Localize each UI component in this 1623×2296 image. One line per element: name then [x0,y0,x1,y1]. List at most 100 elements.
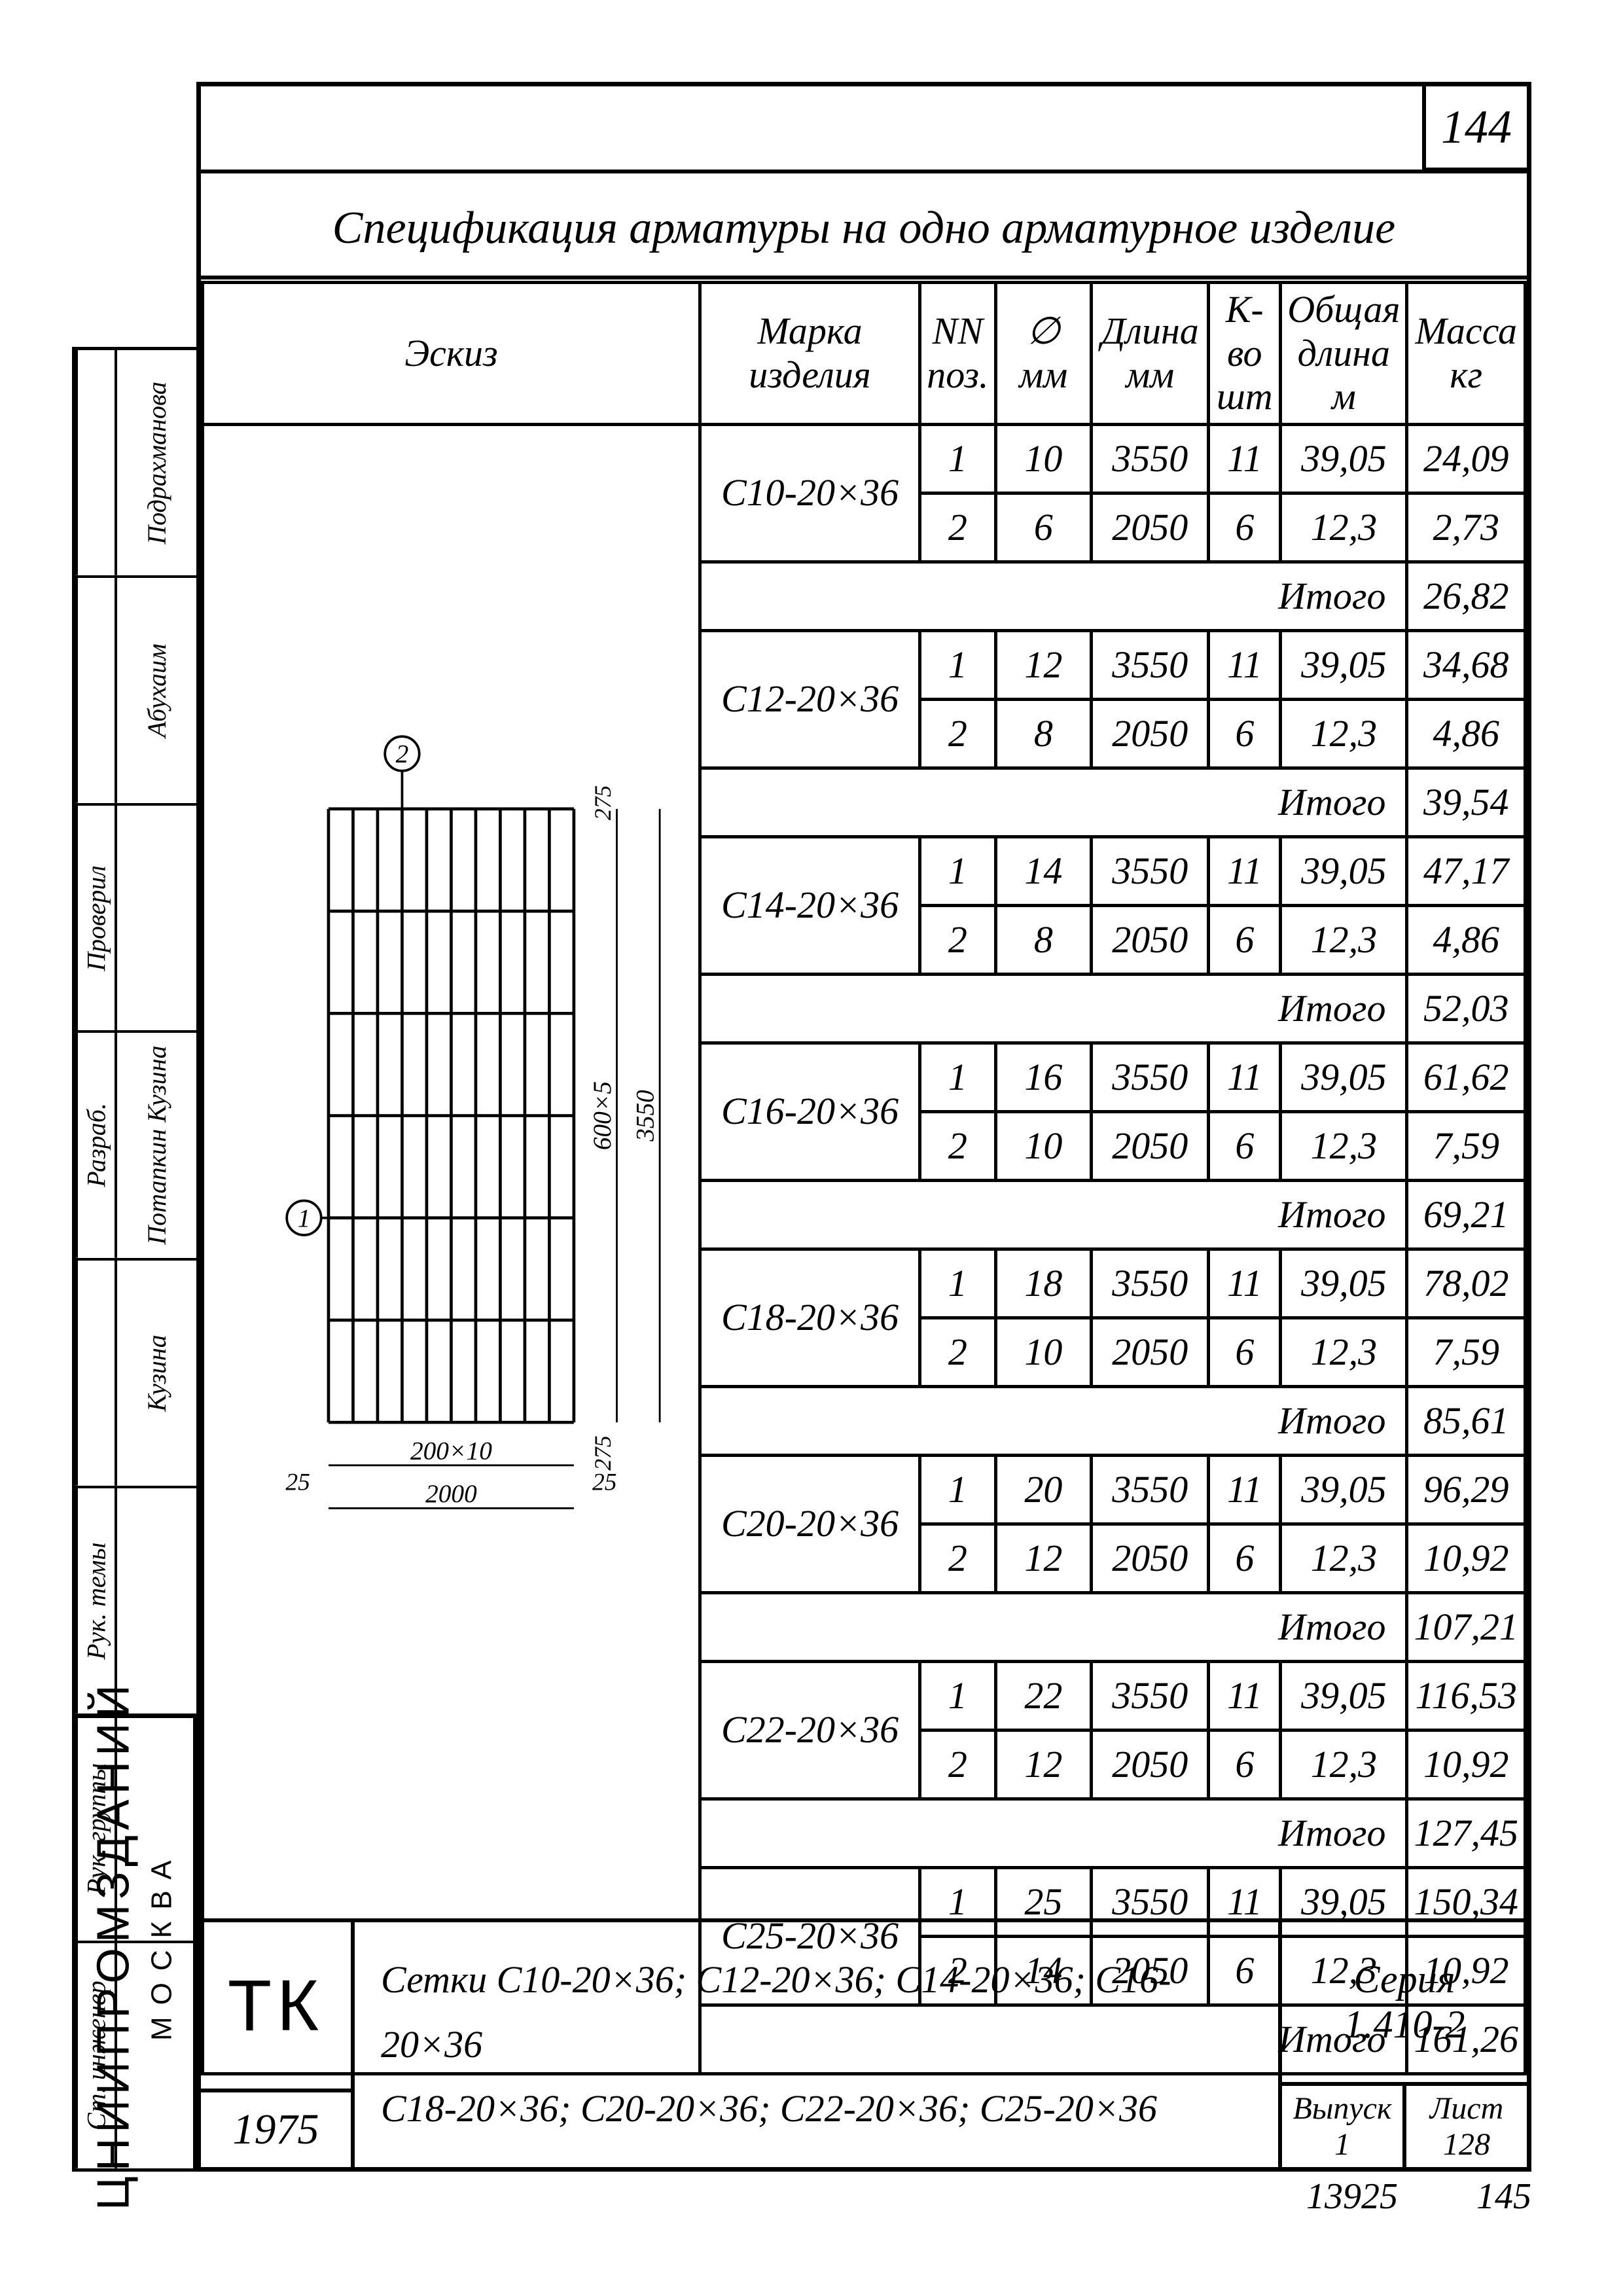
spec-table: Эскиз Марка изделия NN поз. ∅ мм Длина м… [201,281,1527,2075]
tb-left: ТК 1975 [201,1922,355,2167]
cell-nn: 1 [920,425,995,493]
hdr-qty: К-во шт [1209,283,1281,425]
cell-phi: 22 [995,1662,1092,1731]
cell-phi: 12 [995,1524,1092,1593]
cell-len: 3550 [1092,837,1209,906]
side-row: Подрахманова [75,350,196,575]
side-name: Абухаим [115,578,196,803]
svg-text:25: 25 [285,1469,310,1496]
cell-phi: 10 [995,1318,1092,1387]
cell-len: 3550 [1092,1456,1209,1524]
cell-mass: 7,59 [1407,1318,1525,1387]
cell-qty: 6 [1209,1318,1281,1387]
cell-phi: 10 [995,1112,1092,1181]
hdr-length: Длина мм [1092,283,1209,425]
cell-mass: 78,02 [1407,1249,1525,1318]
side-row: Разраб.Потапкин Кузина [75,1030,196,1258]
svg-text:275: 275 [590,1435,616,1470]
table-row: 1 2 200×10 2000 25 25 600×5 3550 275 275… [203,425,1525,493]
itogo-label: Итого [700,562,1407,631]
side-row: Кузина [75,1258,196,1486]
cell-len: 3550 [1092,1662,1209,1731]
marka-cell: С10-20×36 [700,425,919,562]
marka-cell: С18-20×36 [700,1249,919,1387]
cell-qty: 11 [1209,631,1281,700]
marka-cell: С20-20×36 [700,1456,919,1593]
cell-mass: 7,59 [1407,1112,1525,1181]
cell-mass: 24,09 [1407,425,1525,493]
tb-seria-val: 1.410-2 [1344,2002,1465,2047]
itogo-value: 39,54 [1407,768,1525,837]
title-block: ТК 1975 Сетки С10-20×36; С12-20×36; С14-… [201,1918,1527,2167]
cell-len: 2050 [1092,1318,1209,1387]
marka-cell: С22-20×36 [700,1662,919,1799]
itogo-value: 85,61 [1407,1387,1525,1456]
cell-nn: 2 [920,1112,995,1181]
cell-qty: 11 [1209,1456,1281,1524]
cell-nn: 1 [920,631,995,700]
tb-list-lbl: Лист [1430,2090,1503,2126]
cell-nn: 2 [920,1731,995,1799]
cell-tot: 12,3 [1281,1731,1407,1799]
cell-nn: 2 [920,700,995,768]
cell-mass: 4,86 [1407,700,1525,768]
cell-mass: 2,73 [1407,493,1525,562]
cell-len: 2050 [1092,493,1209,562]
cell-nn: 1 [920,1043,995,1112]
itogo-value: 26,82 [1407,562,1525,631]
itogo-label: Итого [700,768,1407,837]
footer-right: 145 [1476,2176,1531,2217]
top-rule [201,170,1527,173]
svg-text:3550: 3550 [631,1090,660,1142]
cell-phi: 8 [995,700,1092,768]
cell-mass: 61,62 [1407,1043,1525,1112]
cell-mass: 10,92 [1407,1524,1525,1593]
side-name: Кузина [115,1261,196,1486]
side-role [75,1261,115,1486]
cell-qty: 6 [1209,906,1281,975]
hdr-sketch: Эскиз [203,283,700,425]
side-role: Проверил [75,806,115,1031]
page-number: 144 [1422,86,1527,171]
itogo-value: 127,45 [1407,1799,1525,1868]
itogo-label: Итого [700,1593,1407,1662]
cell-nn: 2 [920,493,995,562]
itogo-value: 107,21 [1407,1593,1525,1662]
side-role [75,350,115,575]
sheet: ПодрахмановаАбухаимПроверилРазраб.Потапк… [0,0,1623,2296]
cell-tot: 39,05 [1281,1456,1407,1524]
cell-tot: 12,3 [1281,493,1407,562]
cell-tot: 12,3 [1281,1318,1407,1387]
cell-len: 2050 [1092,1731,1209,1799]
cell-tot: 39,05 [1281,1249,1407,1318]
itogo-label: Итого [700,975,1407,1043]
cell-nn: 1 [920,1249,995,1318]
hdr-mass: Масса кг [1407,283,1525,425]
tb-vypusk-lbl: Выпуск [1293,2090,1392,2126]
cell-qty: 6 [1209,1731,1281,1799]
tb-tk: ТК [201,1922,351,2089]
itogo-label: Итого [700,1181,1407,1249]
cell-mass: 96,29 [1407,1456,1525,1524]
cell-len: 3550 [1092,1249,1209,1318]
hdr-total: Общая длина м [1281,283,1407,425]
cell-phi: 12 [995,631,1092,700]
tb-text: Сетки С10-20×36; С12-20×36; С14-20×36; С… [381,1948,1252,2142]
cell-len: 2050 [1092,1112,1209,1181]
cell-phi: 12 [995,1731,1092,1799]
spec-title: Спецификация арматуры на одно арматурное… [201,181,1527,279]
tb-year: 1975 [201,2089,351,2167]
side-name [115,806,196,1031]
cell-nn: 2 [920,1318,995,1387]
cell-phi: 20 [995,1456,1092,1524]
cell-nn: 1 [920,1662,995,1731]
hdr-marka: Марка изделия [700,283,919,425]
tb-list-val: 128 [1443,2126,1490,2162]
side-role: Разраб. [75,1033,115,1258]
cell-len: 3550 [1092,631,1209,700]
cell-qty: 11 [1209,1043,1281,1112]
marka-cell: С12-20×36 [700,631,919,768]
cell-tot: 12,3 [1281,700,1407,768]
cell-len: 2050 [1092,1524,1209,1593]
svg-text:275: 275 [590,785,616,820]
